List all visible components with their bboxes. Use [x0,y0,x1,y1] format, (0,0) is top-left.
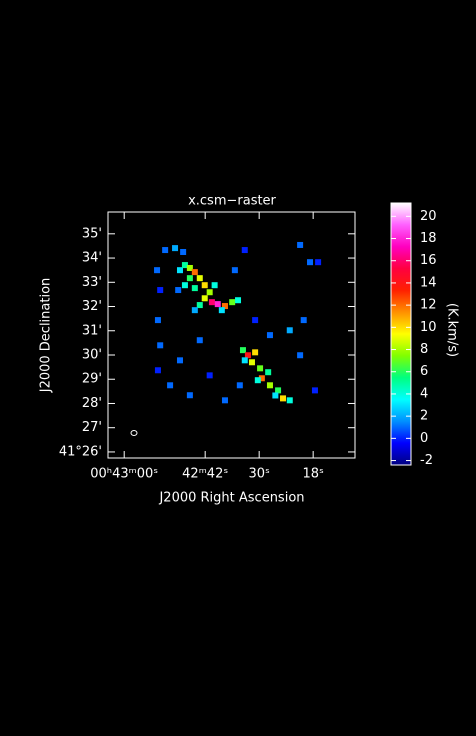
y-tick-label: 31' [82,323,102,338]
y-tick-label: 35' [82,226,102,241]
y-tick-label: 41°26' [59,444,102,459]
pixel [254,377,261,384]
pixel [175,287,182,294]
pixel [235,297,242,304]
pixel [266,332,273,339]
pixel [286,397,293,404]
pixel [154,267,161,274]
colorbar-tick-label: 2 [420,409,428,424]
pixel [221,397,228,404]
pixel [266,382,273,389]
pixel [180,248,187,255]
y-tick-label: 32' [82,299,102,314]
y-tick-label: 27' [82,420,102,435]
colorbar-tick-label: -2 [420,453,433,468]
y-tick-label: 28' [82,396,102,411]
pixel [206,372,213,379]
pixel [186,264,193,271]
pixel [241,247,248,254]
pixel [229,299,236,306]
y-axis-label: J2000 Declination [39,278,54,394]
pixel [181,262,188,269]
colorbar-tick-label: 16 [420,253,437,268]
pixel [211,282,218,289]
pixel [196,337,203,344]
y-tick-label: 29' [82,372,102,387]
pixel [154,367,161,374]
pixel [286,327,293,334]
y-tick-label: 34' [82,251,102,266]
pixel [252,317,259,324]
colorbar-tick-label: 0 [420,431,428,446]
pixel [297,241,304,248]
pixel [191,269,198,276]
pixel [248,359,255,366]
pixel [181,282,188,289]
pixel [176,267,183,274]
x-tick-label: 18ˢ [302,467,324,482]
pixel [172,245,179,252]
pixel [196,275,203,282]
colorbar-tick-label: 18 [420,231,437,246]
pixel [300,317,307,324]
pixel [311,387,318,394]
pixel [167,382,174,389]
pixel [157,287,164,294]
pixel [239,347,246,354]
pixel [315,259,322,266]
pixel [214,301,221,308]
pixel [201,295,208,302]
pixel [307,259,314,266]
beam [130,430,138,436]
x-tick-label: 30ˢ [248,467,270,482]
colorbar-tick-label: 8 [420,342,428,357]
pixel [191,307,198,314]
x-tick-label: 42ᵐ42ˢ [182,467,228,482]
pixel [201,282,208,289]
pixel [258,375,265,382]
pixel [297,352,304,359]
pixel [208,299,215,306]
pixel [186,275,193,282]
pixel [191,285,198,292]
colorbar-tick-label: 12 [420,298,437,313]
pixel [252,349,259,356]
pixel [236,382,243,389]
pixel [241,357,248,364]
pixel [176,357,183,364]
y-tick-label: 33' [82,275,102,290]
x-tick-label: 00ʰ43ᵐ00ˢ [90,467,158,482]
colorbar-label: (K.km/s) [445,303,460,357]
pixel [221,303,228,310]
colorbar-tick-label: 6 [420,364,428,379]
colorbar-tick-label: 4 [420,386,428,401]
colorbar [390,202,412,466]
pixel [196,302,203,309]
pixel [157,342,164,349]
pixel [231,267,238,274]
chart-title: x.csm−raster [188,194,276,209]
pixel [186,392,193,399]
colorbar-tick-label: 20 [420,209,437,224]
pixel [272,392,279,399]
pixel [218,307,225,314]
pixel [275,387,282,394]
pixel [257,365,264,372]
plot-frame [107,211,356,459]
y-tick-label: 30' [82,347,102,362]
colorbar-tick-label: 10 [420,320,437,335]
pixel [206,289,213,296]
x-axis-label: J2000 Right Ascension [158,491,304,506]
pixel [162,247,169,254]
colorbar-tick-label: 14 [420,275,437,290]
pixel [280,395,287,402]
pixel [244,352,251,359]
pixel [265,369,272,376]
pixel [154,317,161,324]
